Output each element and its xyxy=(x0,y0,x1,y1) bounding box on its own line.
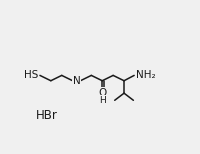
Text: NH₂: NH₂ xyxy=(136,70,155,80)
Text: O: O xyxy=(98,88,106,98)
Text: HS: HS xyxy=(24,70,38,80)
Text: N: N xyxy=(72,76,80,86)
Text: H: H xyxy=(98,96,105,105)
Text: HBr: HBr xyxy=(36,109,58,122)
